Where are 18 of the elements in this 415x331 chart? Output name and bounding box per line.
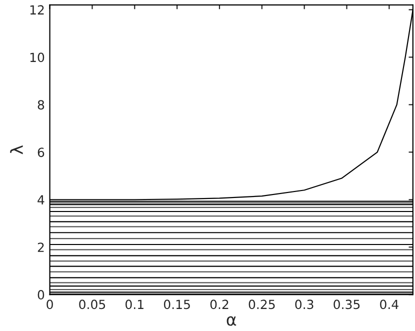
x-tick-label: 0.05 [79, 300, 106, 310]
x-tick-label: 0.1 [126, 300, 144, 310]
y-tick-label: 10 [30, 52, 44, 62]
y-tick-label: 12 [30, 5, 44, 14]
x-tick-label: 0.35 [334, 300, 360, 310]
x-tick-label: 0.2 [210, 300, 228, 310]
y-tick-label: 6 [38, 148, 44, 158]
x-tick-label: 0.15 [164, 300, 190, 310]
y-tick-label: 2 [38, 242, 44, 252]
y-axis-title: λ [10, 145, 23, 154]
y-tick-label: 0 [38, 290, 44, 300]
x-tick-label: 0 [46, 300, 53, 310]
x-axis-title: α [226, 316, 236, 326]
y-tick-label: 8 [38, 100, 44, 110]
x-tick-label: 0.3 [295, 300, 314, 310]
x-tick-label: 0.4 [380, 300, 398, 310]
x-tick-label: 0.25 [248, 300, 275, 310]
y-tick-label: 4 [38, 195, 44, 204]
